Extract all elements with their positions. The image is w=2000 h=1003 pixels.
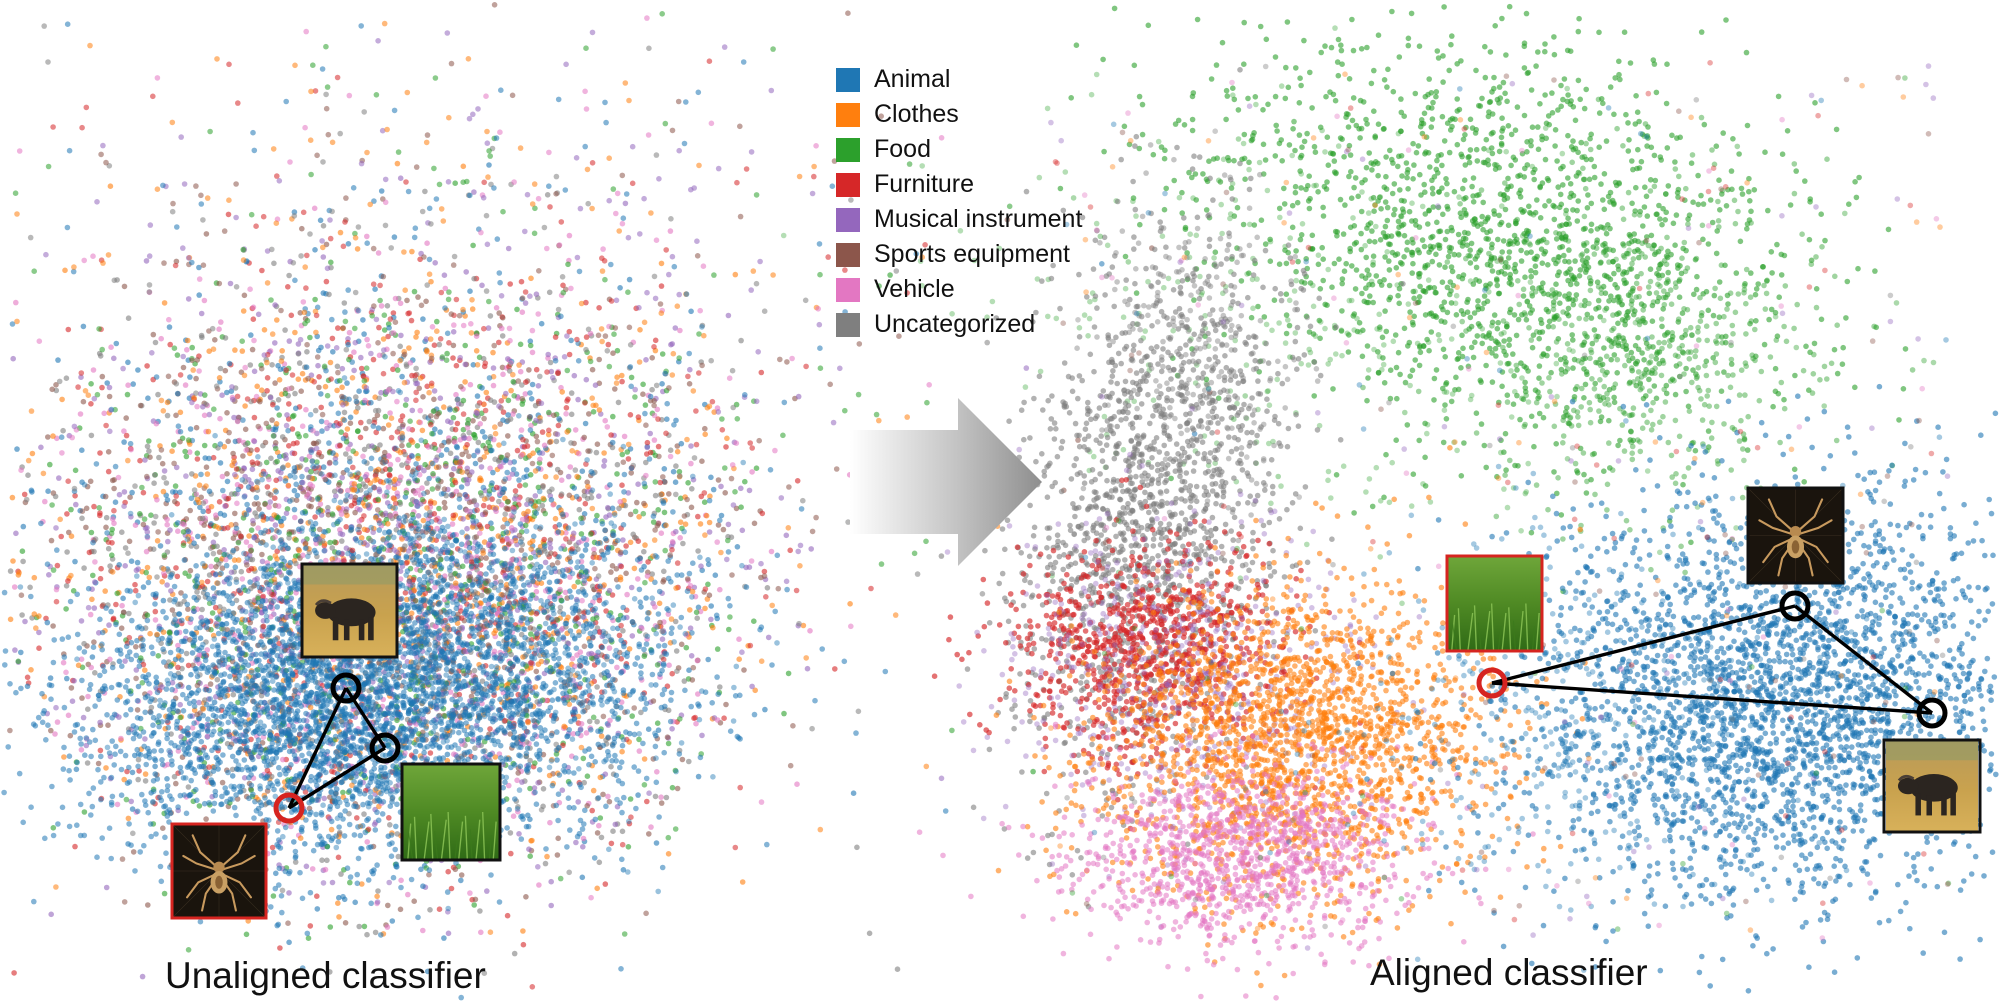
legend-item-furniture: Furniture xyxy=(836,167,1082,202)
legend-swatch xyxy=(836,277,860,302)
arrow-right-icon xyxy=(850,398,1042,566)
unaligned-buffalo-marker xyxy=(330,672,362,704)
spider-icon xyxy=(170,822,268,920)
legend-swatch xyxy=(836,172,860,197)
aligned-triangle xyxy=(1491,604,1934,715)
legend-label: Clothes xyxy=(874,100,959,129)
legend-item-vehicle: Vehicle xyxy=(836,272,1082,307)
unaligned-spider-marker xyxy=(273,792,305,824)
legend-item-sports-equipment: Sports equipment xyxy=(836,237,1082,272)
legend-item-animal: Animal xyxy=(836,62,1082,97)
aligned-spider-marker xyxy=(1779,590,1811,622)
aligned-buffalo-marker xyxy=(1916,697,1948,729)
legend-item-uncategorized: Uncategorized xyxy=(836,307,1082,342)
spider-icon xyxy=(1746,486,1845,585)
legend-label: Musical instrument xyxy=(874,205,1082,234)
grass-icon xyxy=(400,762,502,862)
buffalo-icon xyxy=(1882,738,1982,834)
legend-label: Sports equipment xyxy=(874,240,1070,269)
legend-swatch xyxy=(836,137,860,162)
legend-item-food: Food xyxy=(836,132,1082,167)
legend-swatch xyxy=(836,102,860,127)
legend-swatch xyxy=(836,207,860,232)
legend-label: Furniture xyxy=(874,170,974,199)
aligned-scatter-plot xyxy=(780,3,1999,1001)
legend-label: Animal xyxy=(874,65,950,94)
legend-swatch xyxy=(836,312,860,337)
legend-swatch xyxy=(836,242,860,267)
unaligned-title: Unaligned classifier xyxy=(165,955,486,997)
legend: Animal Clothes Food Furniture Musical in… xyxy=(836,62,1082,342)
aligned-grass-marker xyxy=(1476,667,1508,699)
legend-item-musical-instrument: Musical instrument xyxy=(836,202,1082,237)
grass-icon xyxy=(1445,554,1544,653)
unaligned-grass-marker xyxy=(369,732,401,764)
aligned-title: Aligned classifier xyxy=(1370,952,1648,994)
legend-label: Uncategorized xyxy=(874,310,1035,339)
legend-label: Vehicle xyxy=(874,275,955,304)
legend-swatch xyxy=(836,67,860,92)
legend-item-clothes: Clothes xyxy=(836,97,1082,132)
buffalo-icon xyxy=(300,562,399,659)
unaligned-scatter-plot xyxy=(1,2,1297,1001)
legend-label: Food xyxy=(874,135,931,164)
